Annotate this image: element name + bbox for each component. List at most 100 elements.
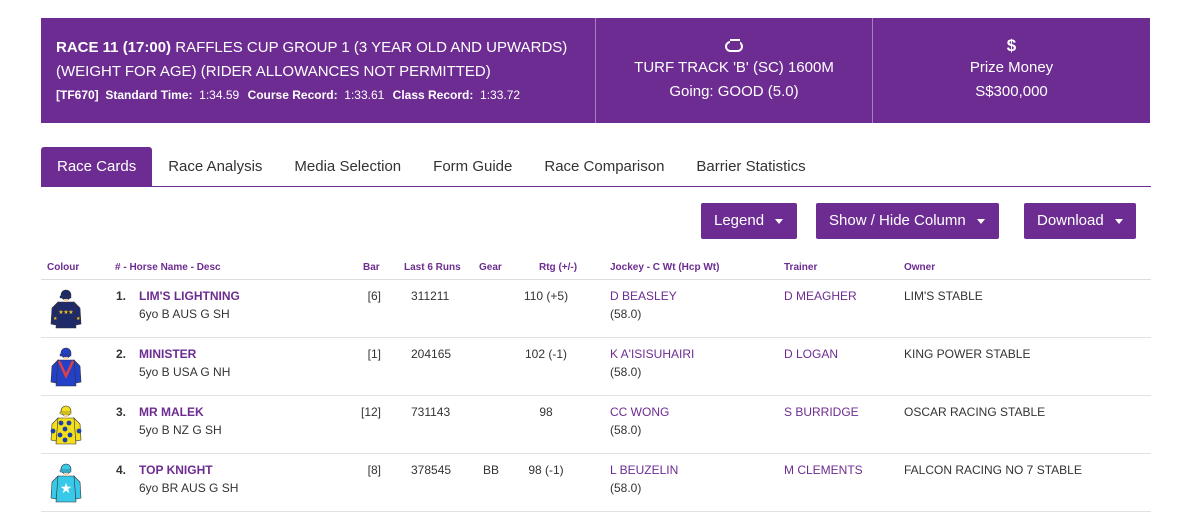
tab-form-guide[interactable]: Form Guide <box>433 158 513 175</box>
caret-down-icon <box>976 218 985 224</box>
owner: LIM'S STABLE <box>904 289 983 303</box>
legend-button[interactable]: Legend <box>701 203 798 239</box>
col-gear[interactable]: Gear <box>479 262 502 273</box>
track-going: Going: GOOD (5.0) <box>669 83 799 100</box>
trainer-link[interactable]: S BURRIDGE <box>784 405 859 419</box>
jockey-silk-icon: ★ ★ ★★ ★ <box>50 289 82 329</box>
course-record-label: Course Record: <box>247 88 338 102</box>
horse-name-link[interactable]: LIM'S LIGHTNING <box>139 289 240 303</box>
prize-amount: S$300,000 <box>975 83 1048 100</box>
col-trainer[interactable]: Trainer <box>784 262 818 273</box>
race-tabs: Race Cards Race Analysis Media Selection… <box>41 147 1151 187</box>
jockey-weight: (58.0) <box>610 423 642 437</box>
col-horse[interactable]: # - Horse Name - Desc <box>115 262 221 273</box>
owner: OSCAR RACING STABLE <box>904 405 1046 419</box>
jockey-silk-icon: ★ <box>50 463 82 503</box>
jockey-weight: (58.0) <box>610 365 642 379</box>
dollar-icon: $ <box>1006 36 1017 55</box>
table-row: 3. MR MALEK 5yo B NZ G SH [12] 731143 98… <box>41 396 1151 454</box>
col-bar[interactable]: Bar <box>363 262 380 273</box>
trainer-link[interactable]: M CLEMENTS <box>784 463 863 477</box>
jockey-link[interactable]: K A'ISISUHAIRI <box>610 347 695 361</box>
tab-media-selection[interactable]: Media Selection <box>294 158 402 175</box>
horse-name-link[interactable]: MINISTER <box>139 347 197 361</box>
last-6-runs: 378545 <box>411 463 452 477</box>
horse-name-link[interactable]: TOP KNIGHT <box>139 463 213 477</box>
race-info: RACE 11 (17:00) RAFFLES CUP GROUP 1 (3 Y… <box>41 18 596 123</box>
tab-race-analysis[interactable]: Race Analysis <box>168 158 263 175</box>
owner: KING POWER STABLE <box>904 347 1031 361</box>
class-record: 1:33.72 <box>480 88 521 102</box>
horse-desc: 6yo B AUS G SH <box>139 307 230 321</box>
horse-desc: 5yo B USA G NH <box>139 365 231 379</box>
track-icon <box>596 36 872 56</box>
rating: 98 (-1) <box>528 463 564 477</box>
horse-number: 2. <box>116 347 127 361</box>
last-6-runs: 731143 <box>411 405 451 419</box>
svg-text:★: ★ <box>68 309 73 316</box>
rating: 110 (+5) <box>523 289 569 303</box>
race-meta: [TF670] Standard Time: 1:34.59 Course Re… <box>56 88 580 102</box>
svg-text:★: ★ <box>60 480 73 496</box>
svg-text:★: ★ <box>63 309 68 316</box>
barrier: [6] <box>367 289 381 303</box>
race-conditions: (WEIGHT FOR AGE) (RIDER ALLOWANCES NOT P… <box>56 63 491 80</box>
prize-label: Prize Money <box>969 59 1054 76</box>
horse-number: 4. <box>116 463 127 477</box>
col-owner[interactable]: Owner <box>904 262 936 273</box>
last-6-runs: 204165 <box>411 347 452 361</box>
gear: BB <box>483 463 500 477</box>
col-last6[interactable]: Last 6 Runs <box>404 262 461 273</box>
table-row: ★ ★ ★ ★ ★ 1. LIM'S LIGHTNING 6yo B AUS G SH … <box>41 280 1151 338</box>
rating: 102 (-1) <box>524 347 568 361</box>
table-row: ★ 4. TOP KNIGHT 6yo BR AUS G SH [8] 3785… <box>41 454 1151 512</box>
tab-barrier-statistics[interactable]: Barrier Statistics <box>696 158 806 175</box>
show-hide-label: Show / Hide Column <box>829 212 966 229</box>
show-hide-column-button[interactable]: Show / Hide Column <box>816 203 999 239</box>
col-rating[interactable]: Rtg (+/-) <box>539 262 578 273</box>
track-surface: TURF TRACK 'B' (SC) 1600M <box>634 59 834 76</box>
class-record-label: Class Record: <box>392 88 474 102</box>
jockey-link[interactable]: L BEUZELIN <box>610 463 679 477</box>
caret-down-icon <box>775 218 784 224</box>
course-record: 1:33.61 <box>344 88 385 102</box>
download-button[interactable]: Download <box>1024 203 1136 239</box>
race-title: RACE 11 (17:00) RAFFLES CUP GROUP 1 (3 Y… <box>56 36 580 84</box>
horse-desc: 5yo B NZ G SH <box>139 423 222 437</box>
col-jockey[interactable]: Jockey - C Wt (Hcp Wt) <box>610 262 720 273</box>
jockey-weight: (58.0) <box>610 307 642 321</box>
svg-text:★: ★ <box>58 309 63 316</box>
svg-text:★: ★ <box>76 316 81 322</box>
standard-time: 1:34.59 <box>199 88 240 102</box>
horse-name-link[interactable]: MR MALEK <box>139 405 204 419</box>
col-colour[interactable]: Colour <box>47 262 80 273</box>
prize-info: $ Prize Money S$300,000 <box>873 18 1150 123</box>
race-card-table: Colour # - Horse Name - Desc Bar Last 6 … <box>41 258 1151 512</box>
svg-text:★: ★ <box>53 316 58 322</box>
horse-number: 3. <box>116 405 127 419</box>
jockey-silk-icon <box>50 405 82 445</box>
race-code: [TF670] <box>56 88 99 102</box>
tab-race-comparison[interactable]: Race Comparison <box>544 158 665 175</box>
rating: 98 <box>539 405 553 419</box>
table-header: Colour # - Horse Name - Desc Bar Last 6 … <box>41 258 1151 280</box>
barrier: [1] <box>367 347 381 361</box>
owner: FALCON RACING NO 7 STABLE <box>904 463 1082 477</box>
race-name: RAFFLES CUP GROUP 1 (3 YEAR OLD AND UPWA… <box>175 39 568 56</box>
last-6-runs: 311211 <box>411 289 450 303</box>
track-info: TURF TRACK 'B' (SC) 1600M Going: GOOD (5… <box>596 18 873 123</box>
barrier: [12] <box>360 405 381 419</box>
barrier: [8] <box>367 463 381 477</box>
trainer-link[interactable]: D LOGAN <box>784 347 839 361</box>
download-label: Download <box>1037 212 1104 229</box>
horse-number: 1. <box>116 289 127 303</box>
standard-time-label: Standard Time: <box>105 88 193 102</box>
horse-desc: 6yo BR AUS G SH <box>139 481 239 495</box>
tab-race-cards[interactable]: Race Cards <box>41 147 153 186</box>
trainer-link[interactable]: D MEAGHER <box>784 289 857 303</box>
jockey-link[interactable]: D BEASLEY <box>610 289 677 303</box>
jockey-link[interactable]: CC WONG <box>610 405 670 419</box>
jockey-weight: (58.0) <box>610 481 642 495</box>
table-row: 2. MINISTER 5yo B USA G NH [1] 204165 10… <box>41 338 1151 396</box>
table-body: ★ ★ ★ ★ ★ 1. LIM'S LIGHTNING 6yo B AUS G SH … <box>41 280 1151 512</box>
